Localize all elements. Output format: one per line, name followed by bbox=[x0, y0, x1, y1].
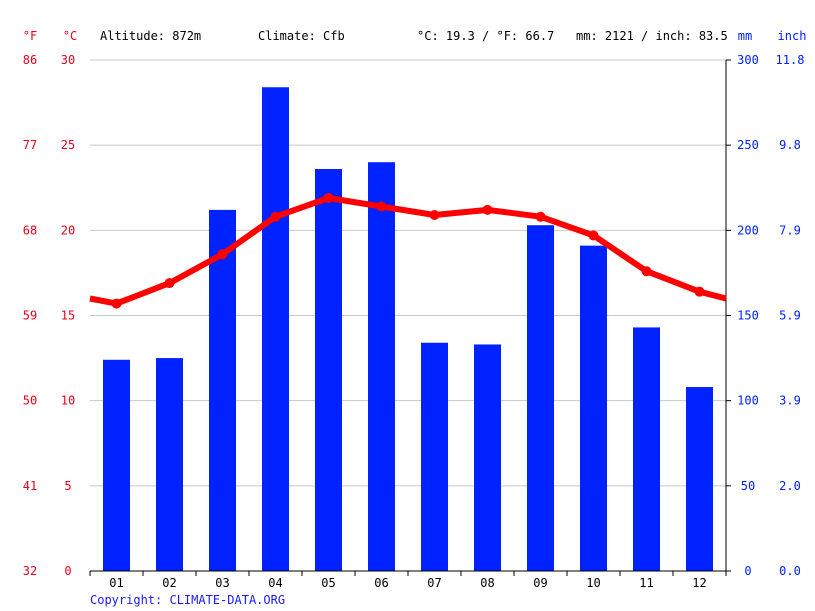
temperature-point bbox=[588, 230, 599, 241]
temperature-point bbox=[376, 201, 387, 212]
millimeter-tick-label: 250 bbox=[737, 138, 759, 152]
millimeter-tick-label: 150 bbox=[737, 309, 759, 323]
copyright-label: Copyright: CLIMATE-DATA.ORG bbox=[90, 593, 285, 607]
fahrenheit-tick-label: 41 bbox=[23, 479, 37, 493]
precipitation-bar bbox=[474, 344, 501, 571]
month-label: 04 bbox=[268, 576, 282, 590]
inch-tick-label: 3.9 bbox=[779, 394, 801, 408]
inch-tick-label: 7.9 bbox=[779, 223, 801, 237]
altitude-label: Altitude: 872m bbox=[100, 29, 201, 43]
inch-tick-label: 0.0 bbox=[779, 564, 801, 578]
celsius-tick-label: 0 bbox=[64, 564, 71, 578]
millimeter-tick-label: 50 bbox=[741, 479, 755, 493]
precipitation-bar bbox=[421, 342, 448, 571]
millimeter-tick-label: 100 bbox=[737, 394, 759, 408]
temperature-point bbox=[164, 278, 175, 289]
inch-tick-label: 2.0 bbox=[779, 479, 801, 493]
month-label: 07 bbox=[427, 576, 441, 590]
celsius-tick-label: 25 bbox=[61, 138, 75, 152]
axes bbox=[89, 59, 731, 576]
millimeter-tick-label: 300 bbox=[737, 53, 759, 67]
temperature-point bbox=[111, 298, 122, 309]
precipitation-bar bbox=[368, 162, 395, 571]
inch-tick-label: 11.8 bbox=[776, 53, 805, 67]
precipitation-bar bbox=[527, 225, 554, 571]
gridlines bbox=[90, 59, 726, 487]
millimeter-unit-label: mm bbox=[738, 29, 752, 43]
celsius-unit-label: °C bbox=[63, 29, 77, 43]
temperature-point bbox=[641, 266, 652, 277]
fahrenheit-unit-label: °F bbox=[23, 29, 37, 43]
precipitation-bar bbox=[156, 358, 183, 571]
month-label: 11 bbox=[639, 576, 653, 590]
celsius-tick-label: 30 bbox=[61, 53, 75, 67]
temperature-line-path bbox=[89, 195, 727, 307]
temperature-point bbox=[482, 204, 493, 215]
millimeter-tick-label: 200 bbox=[737, 223, 759, 237]
month-label: 10 bbox=[586, 576, 600, 590]
precipitation-bars bbox=[103, 87, 713, 572]
precipitation-bar bbox=[633, 327, 660, 571]
celsius-tick-label: 5 bbox=[64, 479, 71, 493]
fahrenheit-tick-label: 50 bbox=[23, 394, 37, 408]
precipitation-bar bbox=[262, 87, 289, 572]
average-temperature-label: °C: 19.3 / °F: 66.7 bbox=[417, 29, 554, 43]
month-label: 06 bbox=[374, 576, 388, 590]
temperature-point bbox=[694, 286, 705, 297]
month-label: 03 bbox=[215, 576, 229, 590]
precipitation-bar bbox=[315, 169, 342, 571]
precipitation-bar bbox=[686, 387, 713, 571]
temperature-point bbox=[535, 211, 546, 222]
precipitation-bar bbox=[209, 209, 236, 572]
temperature-point bbox=[429, 210, 440, 221]
inch-tick-label: 5.9 bbox=[779, 309, 801, 323]
fahrenheit-tick-label: 32 bbox=[23, 564, 37, 578]
precipitation-bar bbox=[580, 245, 607, 571]
fahrenheit-tick-label: 68 bbox=[23, 223, 37, 237]
month-label: 08 bbox=[480, 576, 494, 590]
fahrenheit-tick-label: 59 bbox=[23, 309, 37, 323]
temperature-point bbox=[323, 192, 334, 203]
month-label: 05 bbox=[321, 576, 335, 590]
inch-tick-label: 9.8 bbox=[779, 138, 801, 152]
month-label: 01 bbox=[109, 576, 123, 590]
month-label: 02 bbox=[162, 576, 176, 590]
inch-unit-label: inch bbox=[778, 29, 807, 43]
month-label: 12 bbox=[692, 576, 706, 590]
temperature-point bbox=[270, 211, 281, 222]
fahrenheit-tick-label: 86 bbox=[23, 53, 37, 67]
temperature-point bbox=[217, 249, 228, 260]
precipitation-bar bbox=[103, 359, 130, 571]
celsius-tick-label: 10 bbox=[61, 394, 75, 408]
climate-label: Climate: Cfb bbox=[258, 29, 345, 43]
millimeter-tick-label: 0 bbox=[744, 564, 751, 578]
celsius-tick-label: 15 bbox=[61, 309, 75, 323]
temperature-line bbox=[89, 192, 727, 309]
month-label: 09 bbox=[533, 576, 547, 590]
celsius-tick-label: 20 bbox=[61, 223, 75, 237]
fahrenheit-tick-label: 77 bbox=[23, 138, 37, 152]
total-precipitation-label: mm: 2121 / inch: 83.5 bbox=[576, 29, 728, 43]
